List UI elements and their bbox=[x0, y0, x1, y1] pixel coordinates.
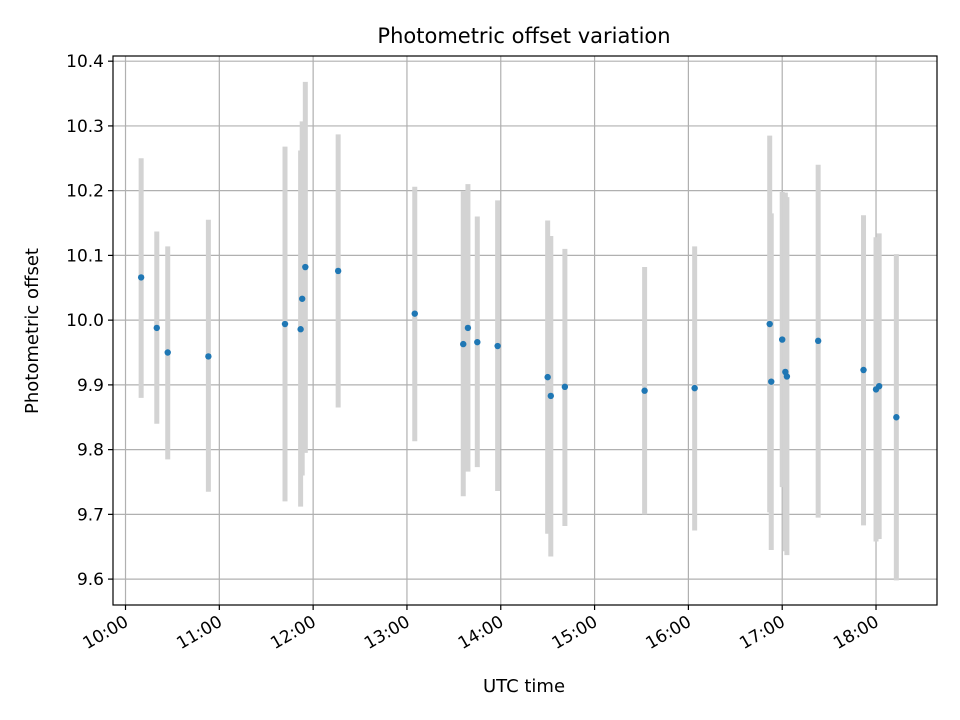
data-point bbox=[544, 373, 551, 381]
data-point bbox=[153, 324, 160, 332]
grid bbox=[113, 56, 937, 605]
y-tick-label: 9.6 bbox=[77, 570, 104, 590]
data-point bbox=[691, 384, 698, 392]
data-point bbox=[641, 387, 648, 394]
y-tick-label: 10.2 bbox=[66, 182, 104, 202]
y-tick-label: 10.3 bbox=[66, 117, 104, 137]
x-axis-label: UTC time bbox=[483, 676, 565, 697]
data-point bbox=[875, 382, 883, 390]
data-point bbox=[164, 349, 171, 356]
y-tick-label: 9.8 bbox=[77, 441, 104, 461]
data-point bbox=[561, 383, 569, 391]
data-point bbox=[302, 263, 309, 271]
data-point bbox=[494, 342, 501, 350]
data-point bbox=[779, 336, 786, 343]
data-point bbox=[411, 310, 418, 317]
data-point bbox=[783, 373, 791, 380]
data-point bbox=[297, 326, 304, 333]
plot-frame bbox=[112, 55, 938, 606]
data-point bbox=[298, 295, 306, 302]
y-tick-label: 9.7 bbox=[77, 505, 104, 525]
data-point bbox=[137, 274, 145, 281]
data-point bbox=[334, 267, 342, 275]
data-point bbox=[547, 392, 554, 400]
data-point bbox=[860, 366, 867, 374]
y-axis-label: Photometric offset bbox=[22, 248, 43, 414]
data-points bbox=[137, 263, 900, 421]
data-point bbox=[893, 414, 900, 421]
data-point bbox=[474, 338, 481, 346]
y-axis-ticks: 9.6 9.7 9.8 9.9 10.0 10.1 10.2 10.3 10.4 bbox=[66, 52, 113, 590]
y-tick-label: 10.4 bbox=[66, 52, 104, 72]
data-point bbox=[814, 337, 822, 345]
chart-title: Photometric offset variation bbox=[377, 24, 670, 48]
data-point bbox=[281, 320, 289, 328]
y-tick-label: 10.0 bbox=[66, 311, 104, 331]
y-tick-label: 9.9 bbox=[77, 376, 104, 396]
data-point bbox=[766, 320, 773, 328]
data-point bbox=[460, 340, 467, 348]
data-point bbox=[768, 378, 775, 385]
y-tick-label: 10.1 bbox=[66, 246, 104, 266]
data-point bbox=[205, 353, 212, 360]
data-point bbox=[464, 324, 472, 332]
